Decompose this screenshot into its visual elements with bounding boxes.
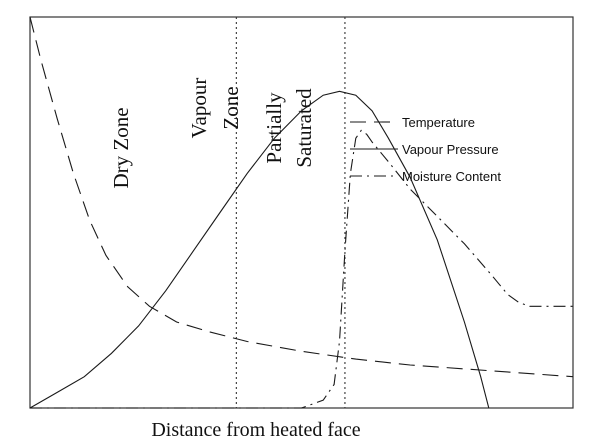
legend: Temperature Vapour Pressure Moisture Conte… — [350, 115, 501, 184]
zone-label-2-line-1: Vapour — [187, 78, 211, 139]
series-3-line — [30, 129, 573, 409]
series-1-line — [29, 16, 574, 378]
legend-label-2: Vapour Pressure — [402, 142, 499, 157]
legend-label-1: Temperature — [402, 115, 475, 130]
series-2-line — [29, 90, 490, 409]
x-axis-label: Distance from heated face — [151, 419, 360, 441]
zone-label-3-line-2: Saturated — [292, 88, 316, 168]
zone-label-1-line-1: Dry Zone — [109, 107, 133, 188]
series-layer — [29, 16, 574, 409]
zone-labels: Dry Zone Vapour Zone Partially Saturated — [109, 78, 316, 189]
zone-boundary-lines — [235, 17, 346, 408]
plot-frame — [29, 16, 574, 409]
zone-label-3-line-1: Partially — [262, 92, 286, 164]
legend-label-3: Moisture Content — [402, 169, 501, 184]
zone-label-2-line-2: Zone — [219, 86, 243, 129]
